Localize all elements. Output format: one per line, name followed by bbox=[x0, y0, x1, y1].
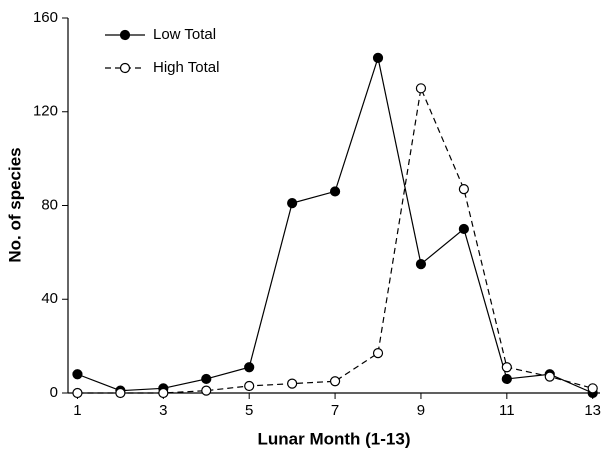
x-tick-label: 3 bbox=[159, 402, 167, 419]
data-point bbox=[201, 373, 212, 385]
x-tick-label: 9 bbox=[417, 402, 425, 419]
data-point bbox=[544, 371, 555, 382]
data-point bbox=[115, 387, 126, 399]
data-point bbox=[72, 387, 83, 399]
y-tick-label: 0 bbox=[50, 384, 58, 401]
legend-label: High Total bbox=[153, 59, 219, 76]
data-point bbox=[458, 223, 469, 235]
data-point bbox=[244, 362, 255, 373]
data-point bbox=[244, 380, 255, 392]
legend-marker bbox=[119, 29, 131, 41]
data-point bbox=[415, 83, 427, 94]
data-point bbox=[72, 369, 83, 380]
data-point bbox=[201, 385, 212, 396]
data-point bbox=[501, 362, 512, 373]
data-point bbox=[372, 348, 384, 359]
y-tick-label: 80 bbox=[41, 196, 58, 213]
x-axis-title: Lunar Month (1-13) bbox=[258, 429, 411, 448]
data-point bbox=[287, 378, 298, 389]
data-point bbox=[158, 387, 169, 399]
data-point bbox=[329, 376, 341, 387]
x-tick-label: 1 bbox=[73, 402, 81, 419]
legend-marker bbox=[119, 62, 131, 74]
legend-label: Low Total bbox=[153, 26, 216, 43]
x-tick-label: 11 bbox=[499, 402, 515, 419]
x-tick-label: 5 bbox=[245, 402, 253, 419]
series-line bbox=[77, 55, 593, 394]
data-point bbox=[458, 183, 469, 195]
y-tick-label: 160 bbox=[33, 9, 58, 26]
x-tick-label: 7 bbox=[331, 402, 339, 419]
data-point bbox=[501, 373, 512, 385]
data-point bbox=[415, 258, 427, 270]
x-tick-label: 13 bbox=[584, 402, 601, 419]
data-point bbox=[372, 52, 384, 63]
series-line bbox=[77, 86, 593, 394]
y-tick-label: 120 bbox=[33, 103, 58, 120]
data-point bbox=[587, 383, 598, 394]
data-point bbox=[287, 198, 298, 209]
data-point bbox=[329, 186, 341, 197]
y-tick-label: 40 bbox=[41, 290, 58, 307]
y-axis-title: No. of species bbox=[5, 147, 24, 262]
